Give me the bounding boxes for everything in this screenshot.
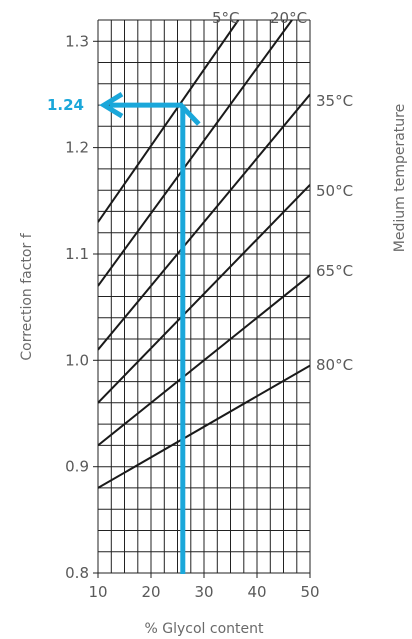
callout-corner-arrow [178, 103, 201, 126]
right-axis-title: Medium temperature [392, 104, 408, 252]
y-tick-label: 1.2 [65, 139, 89, 157]
series-label-50c: 50°C [316, 182, 353, 200]
x-axis-title: % Glycol content [145, 621, 264, 637]
series-line-35C [98, 93, 310, 351]
series-label-80c: 80°C [316, 356, 353, 374]
x-tick-label: 20 [141, 583, 160, 601]
x-tick-label: 40 [247, 583, 266, 601]
x-tick-label: 30 [194, 583, 213, 601]
callout-arrowhead-left [99, 91, 124, 119]
series-line-80C [98, 364, 310, 489]
y-tick-label: 0.8 [65, 564, 89, 582]
x-tick-label: 50 [300, 583, 319, 601]
series-line-65C [98, 274, 310, 447]
callout-annotation [99, 91, 201, 574]
y-tick-label: 0.9 [65, 458, 89, 476]
y-tick-labels: 0.8 0.9 1.0 1.1 1.2 1.3 [65, 32, 89, 582]
x-tick-labels: 10 20 30 40 50 [88, 583, 319, 601]
series-label-35c: 35°C [316, 92, 353, 110]
y-tick-label: 1.0 [65, 351, 89, 369]
callout-value-label: 1.24 [47, 96, 84, 114]
plot-grid [93, 19, 311, 578]
y-tick-label: 1.3 [65, 32, 89, 50]
x-tick-label: 10 [88, 583, 107, 601]
series-lines [98, 20, 310, 489]
series-line-50C [98, 184, 310, 404]
series-line-5C [98, 20, 240, 223]
series-label-20c: 20°C [270, 9, 307, 27]
series-label-65c: 65°C [316, 262, 353, 280]
y-tick-label: 1.1 [65, 245, 89, 263]
series-line-20C [98, 20, 293, 287]
series-labels: 5°C 20°C 35°C 50°C 65°C 80°C [212, 9, 353, 374]
series-label-5c: 5°C [212, 9, 240, 27]
y-axis-title: Correction factor f [19, 232, 35, 360]
